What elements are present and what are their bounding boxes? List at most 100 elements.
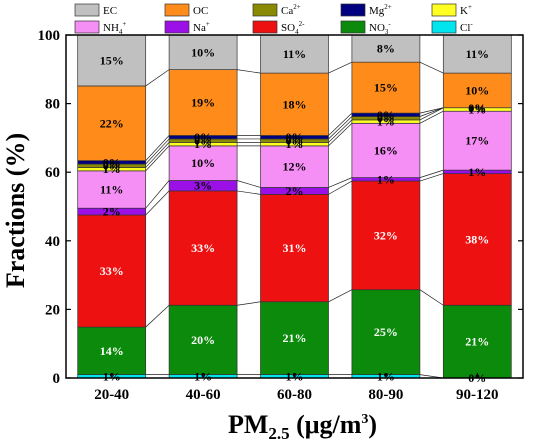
bar-so4-40-60 [168, 190, 238, 306]
connector-na-2 [328, 177, 353, 188]
connector-k-2 [328, 119, 353, 143]
legend-label-ec: EC [103, 5, 117, 17]
label-so4-60-80: 31% [283, 241, 307, 255]
x-tick-label-80-90: 80-90 [368, 387, 403, 403]
connector-na-1 [237, 180, 261, 188]
y-tick-label-100: 100 [38, 28, 61, 44]
legend-swatch-nh4 [74, 20, 100, 34]
x-tick-label-40-60: 40-60 [186, 387, 221, 403]
label-na-80-90: 1% [377, 172, 395, 186]
label-ca-90-120: 0% [468, 101, 486, 115]
bar-ec-90-120 [442, 34, 512, 74]
x-axis-title-units: (μg/m [290, 410, 362, 439]
legend-label-no3: NO3- [369, 20, 391, 36]
label-oc-80-90: 15% [374, 81, 398, 95]
label-mg-80-90: 0% [377, 108, 395, 122]
connector-oc-0 [145, 69, 170, 87]
label-no3-60-80: 21% [283, 331, 307, 345]
connector-mg-0 [145, 135, 170, 161]
x-tick-label-60-80: 60-80 [277, 387, 312, 403]
bar-oc-60-80 [260, 72, 329, 136]
connector-k-3 [419, 107, 444, 121]
legend-label-ca: Ca2+ [281, 3, 301, 17]
legend-swatch-na [164, 20, 190, 34]
label-ec-40-60: 10% [191, 45, 215, 59]
label-nh4-90-120: 17% [465, 134, 489, 148]
legend-label-k: K+ [460, 3, 472, 17]
x-tick-label-20-40: 20-40 [94, 387, 129, 403]
legend-swatch-k [431, 3, 457, 17]
connector-no3-3 [419, 289, 444, 306]
x-axis-title-main: PM [228, 410, 268, 439]
label-no3-80-90: 25% [374, 325, 398, 339]
bar-nh4-60-80 [260, 145, 329, 188]
connector-no3-2 [328, 289, 353, 303]
label-nh4-40-60: 10% [191, 156, 215, 170]
label-ec-60-80: 11% [283, 47, 306, 61]
label-mg-20-40: 0% [103, 155, 121, 169]
bar-ec-20-40 [77, 34, 147, 87]
y-axis: 0 20 40 60 80 100 [38, 28, 523, 387]
connector-nh4-2 [328, 123, 353, 147]
y-tick-label-80: 80 [45, 97, 60, 113]
label-so4-40-60: 33% [191, 241, 215, 255]
x-tick-label-90-120: 90-120 [456, 387, 499, 403]
bar-nh4-80-90 [351, 122, 421, 178]
connector-mg-3 [419, 107, 444, 114]
connector-ca-2 [328, 116, 353, 140]
legend-label-cl: Cl- [460, 20, 473, 34]
connector-k-0 [145, 142, 170, 168]
label-mg-60-80: 0% [286, 130, 304, 144]
x-axis-title-close: ) [368, 410, 377, 439]
label-so4-80-90: 32% [374, 228, 398, 242]
label-ec-20-40: 15% [100, 53, 124, 67]
x-axis-title-superscript: 3 [361, 412, 368, 427]
label-mg-40-60: 0% [194, 130, 212, 144]
connector-nh4-0 [145, 145, 170, 172]
label-oc-40-60: 19% [191, 96, 215, 110]
connector-nh4-3 [419, 110, 444, 124]
connector-ca-0 [145, 138, 170, 165]
connector-oc-3 [419, 61, 444, 74]
legend-label-oc: OC [193, 5, 208, 17]
label-na-40-60: 3% [194, 179, 212, 193]
connector-so4-3 [419, 173, 444, 182]
label-no3-90-120: 21% [465, 335, 489, 349]
connector-mg-2 [328, 112, 353, 136]
connector-no3-0 [145, 304, 170, 328]
bar-no3-80-90 [351, 289, 421, 375]
bar-no3-60-80 [260, 301, 329, 375]
label-nh4-20-40: 11% [100, 183, 123, 197]
legend-swatch-ca [252, 3, 278, 17]
bar-so4-20-40 [77, 214, 147, 328]
label-nh4-80-90: 16% [374, 143, 398, 157]
label-k-80-90: 1% [377, 115, 395, 129]
segment-labels: 1% 1% 1% 1% 0%14%20% 21% 25%21%33%33% 31%32% 38%… [100, 42, 490, 385]
connector-ca-3 [419, 107, 444, 117]
label-ca-20-40: 0% [103, 159, 121, 173]
connector-so4-2 [328, 180, 353, 195]
label-no3-20-40: 14% [100, 344, 124, 358]
connector-oc-1 [237, 69, 261, 74]
label-k-20-40: 1% [103, 162, 121, 176]
label-mg-90-120: 0% [468, 101, 486, 115]
legend-label-na: Na+ [193, 20, 210, 34]
label-ec-90-120: 11% [466, 47, 489, 61]
bar-no3-40-60 [168, 304, 238, 375]
label-ca-60-80: 0% [286, 134, 304, 148]
label-na-60-80: 2% [286, 184, 304, 198]
legend-swatch-no3 [340, 20, 366, 34]
y-tick-label-40: 40 [45, 234, 60, 250]
legend-swatch-mg [340, 3, 366, 17]
legend-swatch-so4 [252, 20, 278, 34]
y-tick-label-0: 0 [53, 371, 61, 387]
bar-so4-90-120 [442, 173, 512, 306]
bar-stacks [77, 34, 512, 379]
y-tick-label-20: 20 [45, 302, 60, 318]
legend-label-nh4: NH4+ [103, 20, 126, 36]
label-nh4-60-80: 12% [283, 160, 307, 174]
bar-ec-60-80 [260, 34, 329, 74]
bar-so4-60-80 [260, 194, 329, 303]
label-oc-60-80: 18% [283, 97, 307, 111]
